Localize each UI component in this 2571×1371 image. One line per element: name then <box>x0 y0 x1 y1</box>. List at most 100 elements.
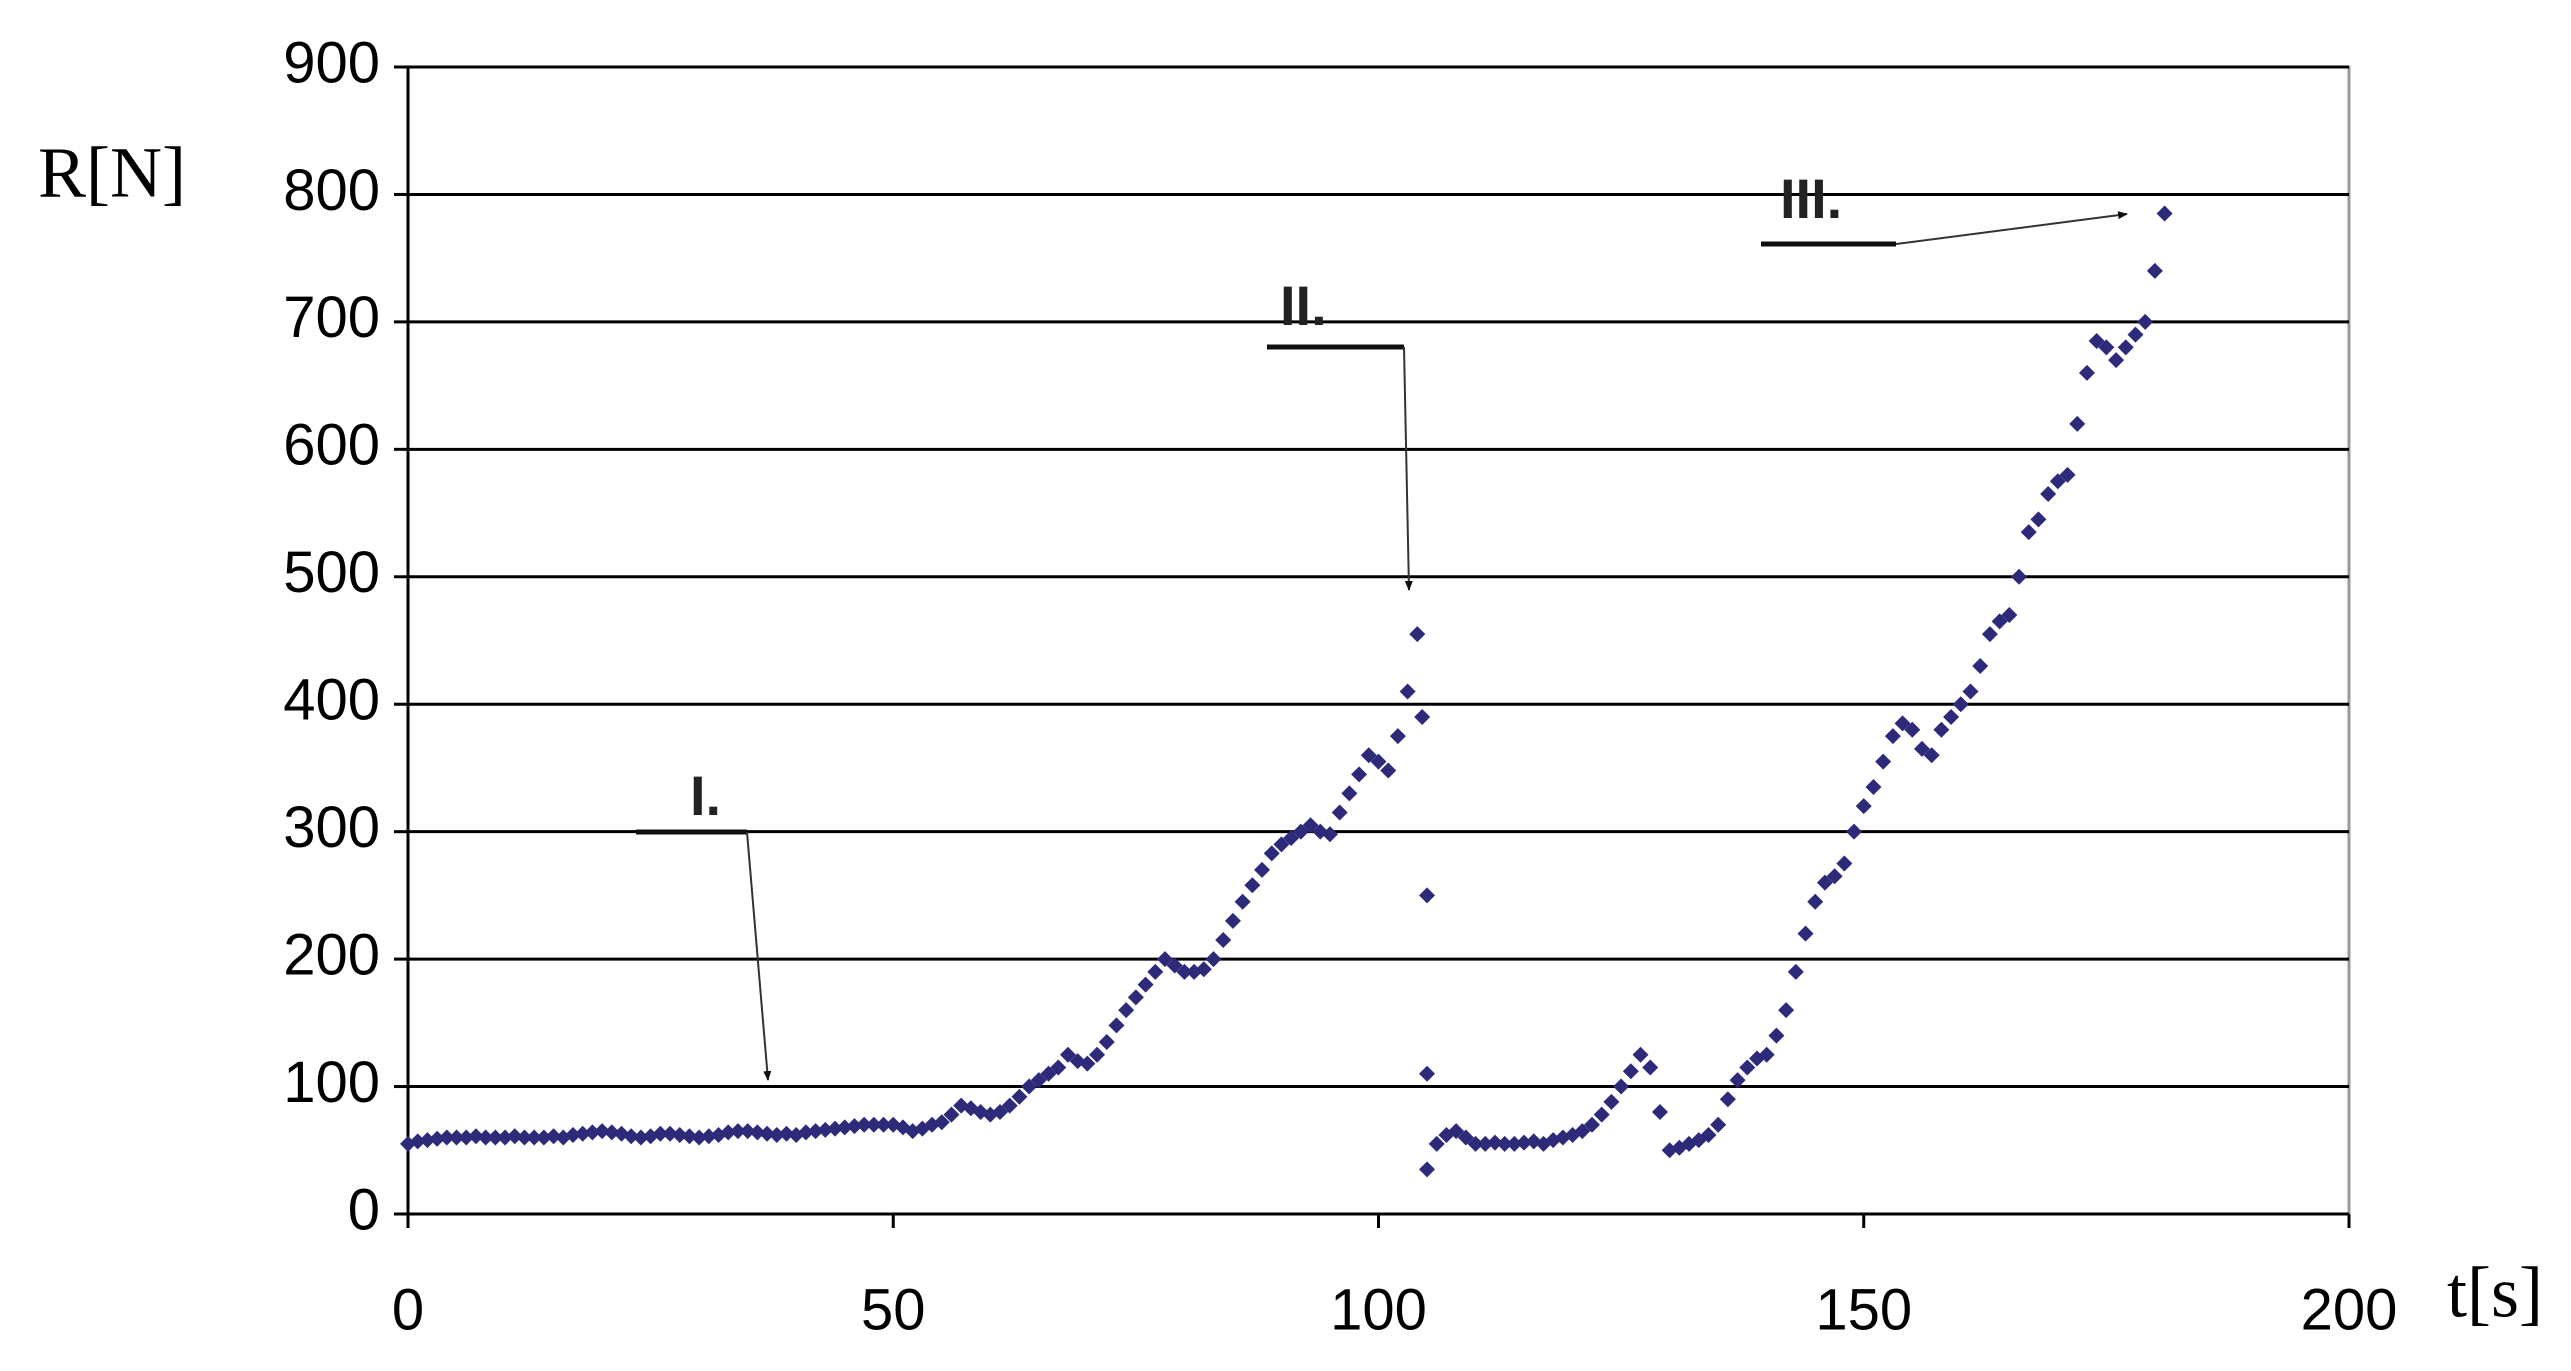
data-point <box>720 1124 737 1141</box>
data-point <box>1321 826 1338 843</box>
data-point <box>477 1129 494 1146</box>
data-point <box>1215 931 1232 948</box>
data-point <box>1923 747 1940 764</box>
data-point <box>1729 1072 1746 1089</box>
data-point <box>1147 963 1164 980</box>
data-point <box>1234 893 1251 910</box>
data-point <box>1059 1046 1076 1063</box>
data-point <box>691 1129 708 1146</box>
data-point <box>1224 912 1241 929</box>
data-point <box>535 1129 552 1146</box>
data-point <box>1137 976 1154 993</box>
data-point <box>1613 1078 1630 1095</box>
data-point <box>1419 1065 1436 1082</box>
data-point <box>487 1129 504 1146</box>
data-point <box>1981 626 1998 643</box>
data-point <box>516 1129 533 1146</box>
x-tick-label: 100 <box>1330 1277 1427 1342</box>
data-point <box>1884 728 1901 745</box>
data-point <box>1292 823 1309 840</box>
data-point <box>1389 728 1406 745</box>
data-point <box>419 1132 436 1149</box>
annotation: II. <box>1280 274 1327 337</box>
data-point <box>1477 1135 1494 1152</box>
y-tick-label: 500 <box>283 540 380 605</box>
data-point <box>1380 762 1397 779</box>
data-point <box>603 1124 620 1141</box>
data-point <box>1486 1134 1503 1151</box>
data-point <box>1787 963 1804 980</box>
data-point <box>1865 779 1882 796</box>
data-point <box>1195 961 1212 978</box>
data-point <box>1419 1161 1436 1178</box>
data-point <box>1593 1106 1610 1123</box>
data-point <box>429 1130 446 1147</box>
data-point <box>1778 1002 1795 1019</box>
data-point <box>526 1129 543 1146</box>
data-point <box>2069 415 2086 432</box>
data-point <box>1603 1093 1620 1110</box>
data-point <box>1516 1134 1533 1151</box>
data-point <box>1273 836 1290 853</box>
data-point <box>1040 1065 1057 1082</box>
annotation: I. <box>690 764 721 827</box>
data-point <box>506 1128 523 1145</box>
data-point <box>2146 262 2163 279</box>
data-point <box>2098 339 2115 356</box>
data-point <box>1351 766 1368 783</box>
annotation: III. <box>1780 167 1842 230</box>
y-tick-label: 300 <box>283 795 380 860</box>
data-point <box>2108 352 2125 369</box>
data-point <box>1972 657 1989 674</box>
data-point <box>1506 1135 1523 1152</box>
y-tick-label: 700 <box>283 285 380 350</box>
annotation-arrow <box>746 831 772 1081</box>
data-point <box>1414 708 1431 725</box>
data-point <box>2030 511 2047 528</box>
data-point <box>1001 1097 1018 1114</box>
data-point <box>2088 333 2105 350</box>
data-point <box>875 1116 892 1133</box>
data-point <box>778 1125 795 1142</box>
data-point <box>1166 957 1183 974</box>
data-point <box>933 1114 950 1131</box>
data-point <box>1991 613 2008 630</box>
annotation-arrow <box>1403 346 1413 591</box>
data-point <box>1933 721 1950 738</box>
data-point <box>1651 1104 1668 1121</box>
y-tick-label: 100 <box>283 1050 380 1115</box>
data-point <box>1118 1002 1135 1019</box>
data-point <box>836 1119 853 1136</box>
data-point <box>2040 485 2057 502</box>
data-point <box>1846 823 1863 840</box>
data-point <box>1283 830 1300 847</box>
data-point <box>992 1104 1009 1121</box>
data-point <box>1943 708 1960 725</box>
data-point <box>2156 205 2173 222</box>
data-point <box>564 1126 581 1143</box>
data-point <box>759 1125 776 1142</box>
data-point <box>2078 364 2095 381</box>
data-point <box>623 1128 640 1145</box>
data-point <box>1574 1123 1591 1140</box>
data-point <box>1127 989 1144 1006</box>
data-point <box>1176 963 1193 980</box>
x-axis-label: t[s] <box>2447 1253 2543 1333</box>
x-tick-label: 150 <box>1815 1277 1912 1342</box>
data-point <box>584 1124 601 1141</box>
data-point <box>1739 1059 1756 1076</box>
y-axis-label: R[N] <box>38 133 186 213</box>
data-point <box>448 1129 465 1146</box>
data-point <box>1836 855 1853 872</box>
x-tick-label: 50 <box>861 1277 926 1342</box>
data-point <box>1409 626 1426 643</box>
data-point <box>749 1124 766 1141</box>
data-point <box>2020 524 2037 541</box>
data-point <box>1913 740 1930 757</box>
data-point <box>2049 473 2066 490</box>
data-point <box>1370 753 1387 770</box>
data-point <box>652 1125 669 1142</box>
data-point <box>438 1129 455 1146</box>
data-point <box>1030 1072 1047 1089</box>
